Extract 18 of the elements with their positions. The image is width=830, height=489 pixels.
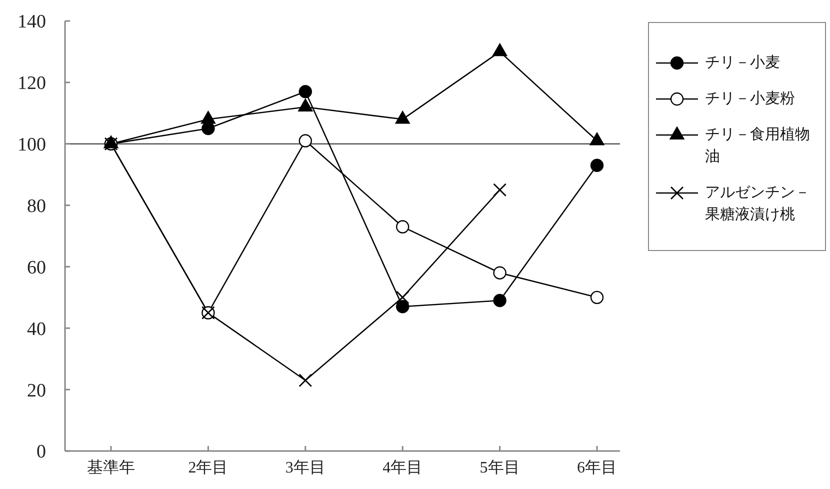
y-tick-label: 80 xyxy=(27,196,46,218)
x-tick-label: 基準年 xyxy=(87,458,135,476)
y-tick-label: 20 xyxy=(27,380,46,402)
x-tick-label: 6年目 xyxy=(577,459,617,476)
legend-label: チリ－食用植物油 xyxy=(705,126,811,167)
x-tick-label: 2年目 xyxy=(188,459,228,476)
y-tick-label: 0 xyxy=(36,442,46,463)
legend-label: チリ－小麦 xyxy=(705,54,781,73)
x-tick-label: 4年目 xyxy=(382,459,423,476)
y-tick-label: 100 xyxy=(18,134,46,156)
y-tick-label: 140 xyxy=(18,12,46,33)
x-tick-label: 3年目 xyxy=(285,459,326,476)
x-tick-label: 5年目 xyxy=(480,459,520,476)
legend-label: チリ－小麦粉 xyxy=(705,90,796,109)
legend-label: アルゼンチン－果糖液漬け桃 xyxy=(705,184,811,225)
y-tick-label: 40 xyxy=(27,318,46,340)
y-tick-label: 120 xyxy=(18,73,46,94)
y-tick-label: 60 xyxy=(27,257,46,278)
